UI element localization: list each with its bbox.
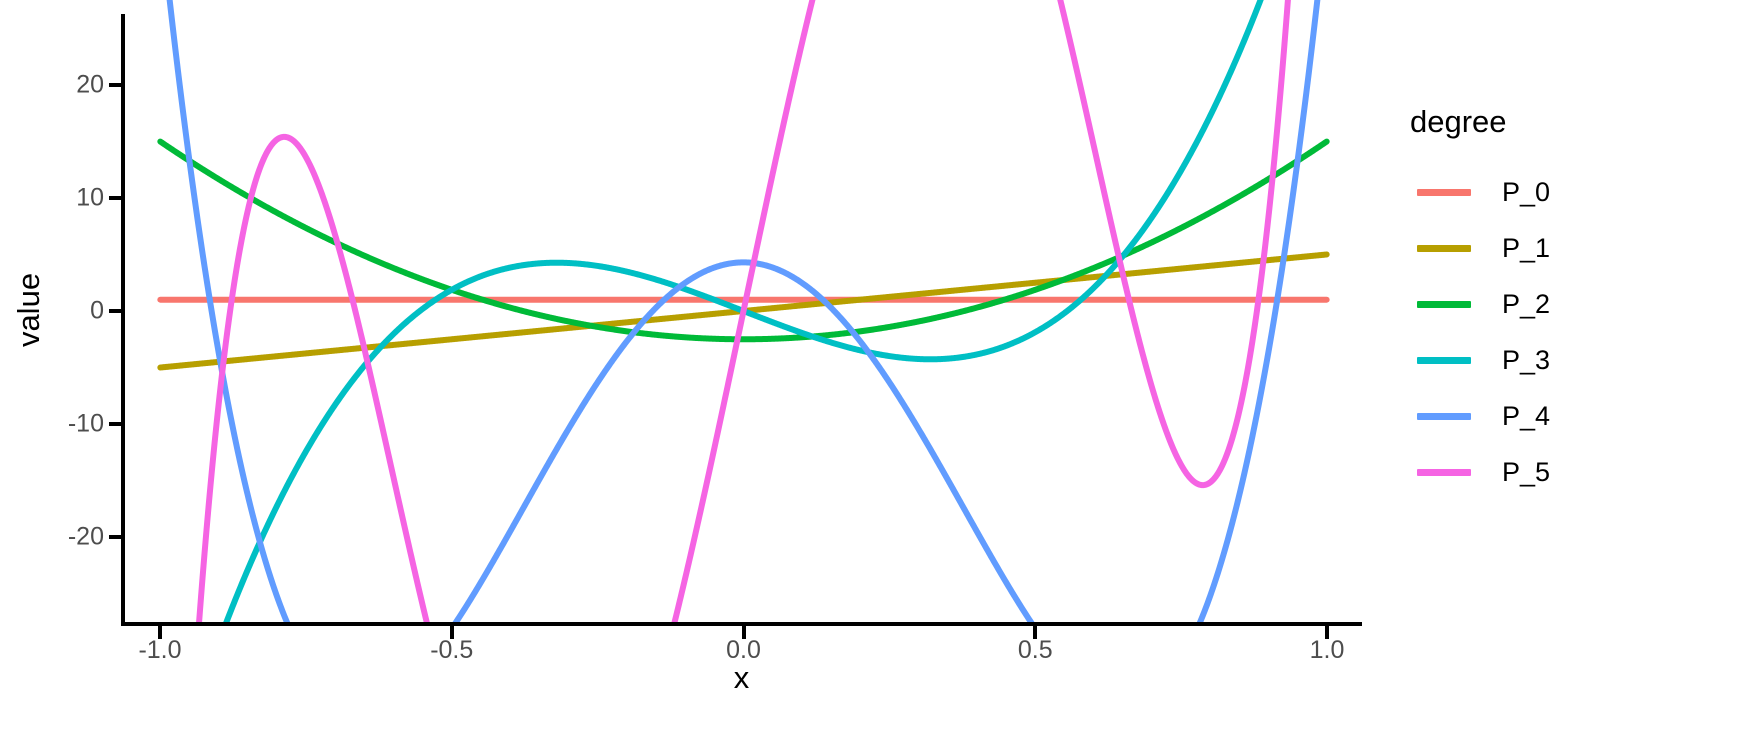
x-axis-line [121,622,1362,626]
legend-color-swatch [1417,300,1471,308]
legend-color-swatch [1417,468,1471,476]
legend-color-swatch [1417,244,1471,252]
legend-key-icon [1408,164,1480,220]
legend-color-swatch [1417,356,1471,364]
y-tick-mark [109,195,122,200]
legend-key-icon [1408,276,1480,332]
y-axis-tick-labels: 20 10 0 -10 -20 [0,0,104,750]
x-tick-label: 0.0 [726,636,761,664]
legend-key-icon [1408,388,1480,444]
legend-color-swatch [1417,188,1471,196]
plot-panel [125,0,1362,622]
legend-items: P_0 P_1 P_2 P_3 P_4 P_5 [1408,164,1738,500]
x-tick-label: 1.0 [1309,636,1345,664]
x-tick-mark [1033,626,1038,639]
series-line-p_5 [196,0,1291,622]
x-tick-mark [1324,626,1329,639]
legend-key-icon [1408,332,1480,388]
y-tick-mark [109,309,122,313]
y-tick-mark [109,535,122,540]
x-axis-title: x [123,660,1360,696]
y-tick-label: 0 [90,296,104,325]
x-tick-label: -1.0 [138,636,182,664]
y-axis-line [121,14,125,626]
plot-lines [157,0,1330,622]
x-axis-title-text: x [733,660,750,695]
legend: degree P_0 P_1 P_2 P_3 P_4 P_5 [1408,104,1738,500]
legend-color-swatch [1417,412,1471,420]
legend-item-label: P_4 [1502,400,1551,431]
y-tick-label: -10 [67,409,104,438]
x-tick-mark [449,626,454,639]
y-tick-label: -20 [67,522,104,551]
legend-item-p_5[interactable]: P_5 [1408,444,1738,500]
legend-title: degree [1410,104,1507,139]
y-tick-label: 20 [76,70,104,99]
legend-key-icon [1408,444,1480,500]
y-tick-mark [109,82,122,87]
legend-key-icon [1408,220,1480,276]
y-tick-mark [109,422,122,427]
series-line-p_2 [157,138,1330,343]
legend-item-p_2[interactable]: P_2 [1408,276,1738,332]
legend-item-p_3[interactable]: P_3 [1408,332,1738,388]
x-tick-label: 0.5 [1017,636,1053,664]
x-tick-label: -0.5 [430,636,474,664]
legend-item-p_0[interactable]: P_0 [1408,164,1738,220]
legend-item-label: P_3 [1502,344,1551,375]
legend-item-p_4[interactable]: P_4 [1408,388,1738,444]
legend-item-label: P_0 [1502,176,1551,207]
y-tick-label: 10 [76,183,104,212]
legend-item-label: P_2 [1502,288,1551,319]
legend-item-label: P_5 [1502,456,1551,487]
x-tick-mark [158,626,162,639]
legend-item-label: P_1 [1502,232,1551,263]
legend-item-p_1[interactable]: P_1 [1408,220,1738,276]
x-tick-mark [741,626,746,639]
series-line-p_4 [166,0,1321,622]
